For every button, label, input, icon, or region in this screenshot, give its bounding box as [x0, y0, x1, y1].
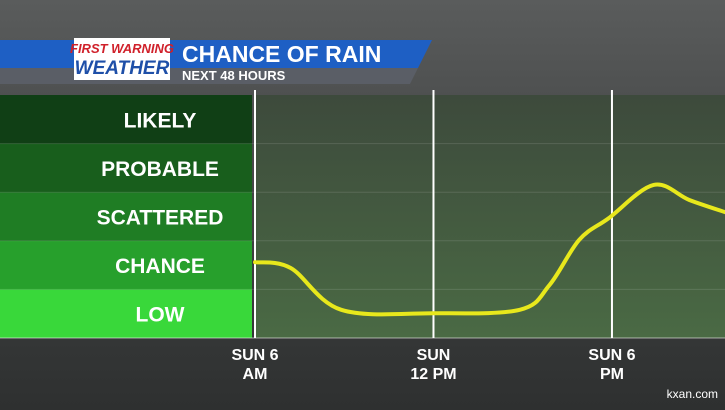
y-tick-label: PROBABLE — [101, 158, 219, 181]
chart-title: CHANCE OF RAIN — [182, 41, 381, 67]
y-tick-label: LOW — [136, 304, 185, 327]
y-tick-label: CHANCE — [115, 255, 205, 278]
y-tick-label: LIKELY — [124, 109, 197, 132]
x-tick-label: SUN 12 PM — [410, 347, 457, 383]
level-band — [0, 240, 252, 290]
logo-line1: FIRST WARNING — [70, 41, 174, 56]
chart-subtitle: NEXT 48 HOURS — [182, 68, 286, 83]
logo-box — [74, 38, 170, 80]
level-band — [0, 192, 252, 241]
plot-area — [255, 95, 725, 338]
logo-line2: WEATHER — [75, 58, 170, 79]
level-band — [0, 289, 252, 338]
x-tick-label: SUN 6 PM — [588, 347, 636, 383]
level-band — [0, 143, 252, 193]
watermark: kxan.com — [667, 387, 718, 401]
y-tick-label: SCATTERED — [97, 207, 224, 230]
rain-line — [253, 182, 725, 317]
x-tick-label: SUN 6 AM — [231, 347, 279, 383]
level-band — [0, 95, 252, 144]
